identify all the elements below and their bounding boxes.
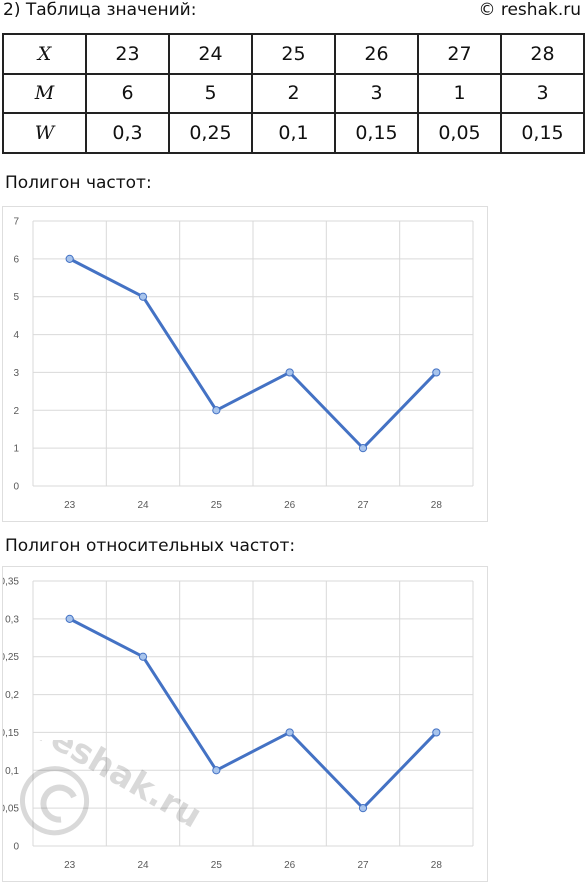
- x-tick-label: 24: [137, 500, 149, 511]
- data-point: [285, 368, 294, 377]
- table-row: M 6 5 2 3 1 3: [2, 72, 585, 115]
- y-tick-label: 4: [13, 330, 19, 341]
- table-cell: 0,15: [500, 112, 585, 154]
- x-tick-label: 23: [64, 860, 76, 871]
- x-tick-label: 27: [357, 500, 369, 511]
- y-tick-label: 1: [13, 444, 19, 455]
- y-tick-label: 0,35: [3, 577, 19, 588]
- y-tick-label: 0: [13, 842, 19, 853]
- y-tick-label: 0,1: [5, 766, 19, 777]
- table-cell: 3: [334, 72, 419, 115]
- y-tick-label: 0,05: [3, 804, 19, 815]
- table-cell: 23: [85, 33, 170, 75]
- relative-frequency-polygon-svg: 0 0,05 0,1 0,15 0,2 0,25 0,3 0,35 23 24 25 26 27 28: [3, 577, 474, 871]
- y-tick-label: 0,3: [5, 614, 19, 625]
- table-row-header: X: [2, 33, 87, 75]
- data-point: [432, 368, 441, 377]
- table-cell: 28: [500, 33, 585, 75]
- data-point: [212, 406, 221, 415]
- x-tick-label: 28: [431, 860, 443, 871]
- x-tick-label: 25: [211, 860, 223, 871]
- values-table: X 23 24 25 26 27 28 M 6 5 2 3 1 3 W 0,3 …: [2, 33, 585, 154]
- x-tick-label: 23: [64, 500, 76, 511]
- page-title: 2) Таблица значений:: [3, 0, 197, 20]
- y-tick-label: 6: [13, 254, 19, 265]
- data-point: [285, 728, 294, 737]
- series-line: [68, 257, 438, 450]
- x-tick-label: 25: [211, 500, 223, 511]
- table-row: W 0,3 0,25 0,1 0,15 0,05 0,15: [2, 112, 585, 154]
- y-tick-label: 2: [13, 406, 19, 417]
- table-row-header: M: [2, 72, 87, 115]
- frequency-polygon-chart: 0 1 2 3 4 5 6 7 23 24 25 26 27 28: [2, 206, 488, 522]
- x-tick-label: 24: [137, 860, 149, 871]
- data-point: [65, 254, 74, 263]
- data-point: [358, 444, 368, 453]
- table-cell: 5: [168, 72, 253, 115]
- table-row: X 23 24 25 26 27 28: [2, 33, 585, 75]
- relative-frequency-polygon-caption: Полигон относительных частот:: [5, 536, 296, 556]
- y-tick-label: 0,15: [3, 728, 19, 739]
- table-cell: 0,15: [334, 112, 419, 154]
- table-cell: 25: [251, 33, 336, 75]
- table-cell: 1: [417, 72, 502, 115]
- table-row-header: W: [2, 112, 87, 154]
- data-point: [138, 652, 148, 661]
- data-point: [65, 614, 74, 623]
- data-point: [432, 728, 441, 737]
- table-cell: 26: [334, 33, 419, 75]
- data-point: [212, 766, 221, 775]
- relative-frequency-polygon-chart: 0 0,05 0,1 0,15 0,2 0,25 0,3 0,35 23 24 25 26 27 28: [2, 566, 488, 882]
- table-cell: 2: [251, 72, 336, 115]
- table-cell: 0,05: [417, 112, 502, 154]
- y-tick-label: 3: [13, 368, 19, 379]
- data-point: [358, 804, 368, 813]
- x-tick-label: 26: [284, 500, 296, 511]
- table-cell: 0,3: [85, 112, 170, 154]
- y-tick-label: 0,25: [3, 652, 19, 663]
- series-line: [68, 617, 438, 810]
- frequency-polygon-caption: Полигон частот:: [5, 173, 152, 193]
- table-cell: 24: [168, 33, 253, 75]
- table-cell: 3: [500, 72, 585, 115]
- table-cell: 27: [417, 33, 502, 75]
- y-tick-label: 0,2: [5, 690, 19, 701]
- source-label: © reshak.ru: [478, 0, 581, 20]
- y-tick-label: 7: [13, 217, 19, 228]
- table-cell: 6: [85, 72, 170, 115]
- table-cell: 0,1: [251, 112, 336, 154]
- y-tick-label: 0: [13, 482, 19, 493]
- x-tick-label: 26: [284, 860, 296, 871]
- x-tick-label: 27: [357, 860, 369, 871]
- x-tick-label: 28: [431, 500, 443, 511]
- data-point: [138, 292, 148, 301]
- table-cell: 0,25: [168, 112, 253, 154]
- y-tick-label: 5: [13, 292, 19, 303]
